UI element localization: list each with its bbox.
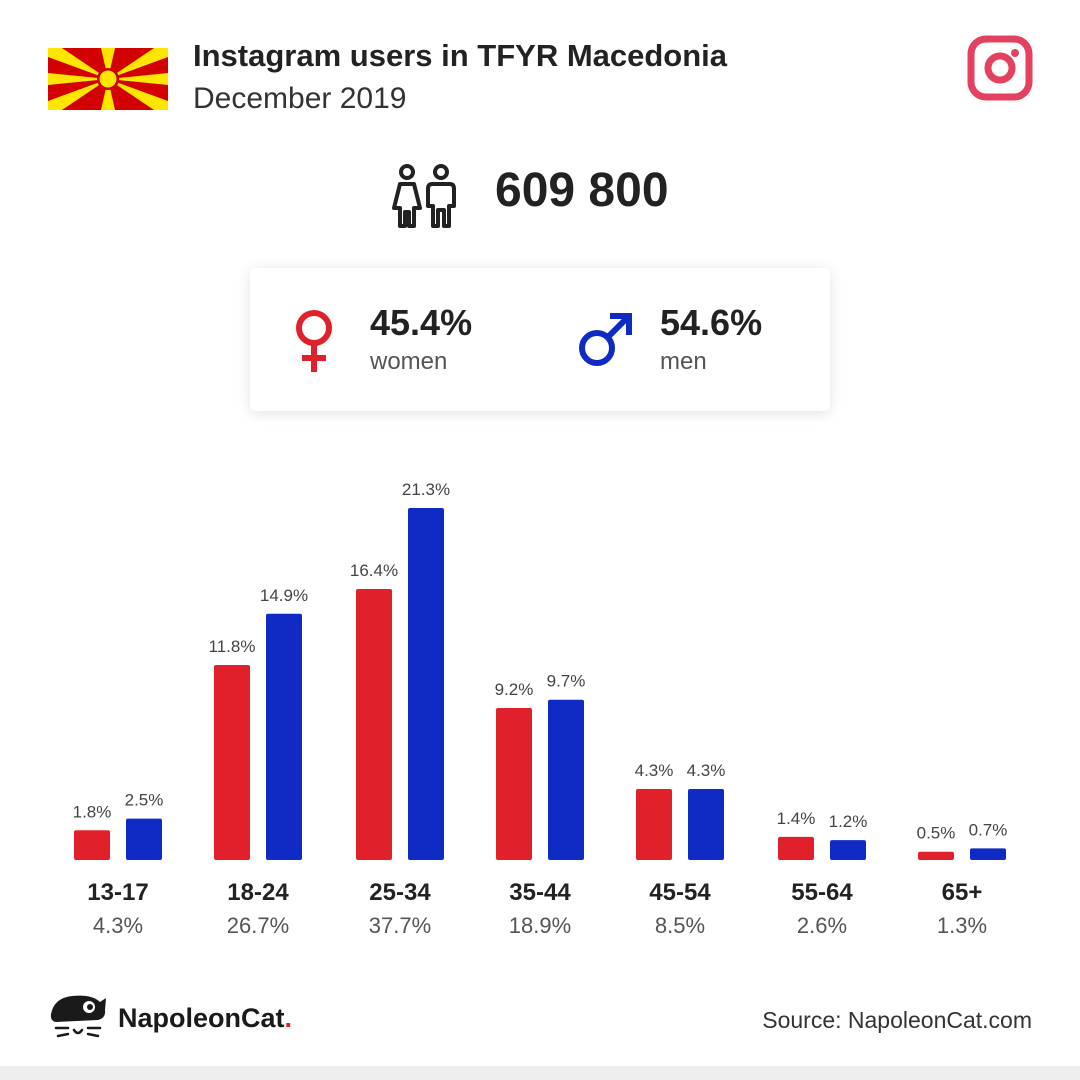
bar-women-55-64 [778, 836, 814, 860]
age-gender-chart: 1.8% 2.5% 13-17 4.3% 11.8% 14.9% 18-24 26.7% 16.… [73, 480, 1008, 938]
bar-label-men-65+: 0.7% [969, 820, 1008, 839]
brand-text: NapoleonCat [118, 1003, 285, 1033]
bar-label-women-45-54: 4.3% [635, 761, 674, 780]
napoleoncat-logo [50, 995, 106, 1038]
male-symbol-icon [579, 313, 632, 366]
bar-label-women-35-44: 9.2% [495, 680, 534, 699]
bar-label-women-25-34: 16.4% [350, 561, 398, 580]
total-users: 609 800 [495, 164, 669, 217]
bar-men-13-17 [126, 818, 162, 860]
bar-label-men-55-64: 1.2% [829, 812, 868, 831]
category-total-65+: 1.3% [937, 913, 987, 938]
bar-women-13-17 [74, 830, 110, 860]
bar-label-men-25-34: 21.3% [402, 480, 450, 499]
men-label: men [660, 348, 707, 375]
men-percentage: 54.6% [660, 302, 763, 343]
people-icon [392, 164, 456, 228]
category-label-45-54: 45-54 [649, 879, 711, 906]
category-total-18-24: 26.7% [227, 913, 289, 938]
macedonia-flag [48, 48, 168, 110]
category-label-35-44: 35-44 [509, 879, 571, 906]
bar-women-35-44 [496, 707, 532, 860]
bar-label-women-65+: 0.5% [917, 824, 956, 843]
bar-women-18-24 [214, 664, 250, 860]
page-subtitle: December 2019 [193, 82, 407, 115]
category-label-13-17: 13-17 [87, 879, 148, 906]
brand-name: NapoleonCat. [118, 1003, 292, 1034]
instagram-icon [967, 35, 1033, 101]
bar-label-women-55-64: 1.4% [777, 809, 816, 828]
bar-label-men-18-24: 14.9% [260, 586, 308, 605]
bar-label-women-18-24: 11.8% [209, 637, 256, 656]
bar-women-25-34 [356, 588, 392, 860]
footer-strip [0, 1066, 1080, 1080]
bar-men-35-44 [548, 699, 584, 860]
bar-label-men-45-54: 4.3% [687, 761, 726, 780]
category-label-25-34: 25-34 [369, 879, 431, 906]
page-title: Instagram users in TFYR Macedonia [193, 38, 728, 73]
female-symbol-icon [296, 310, 332, 372]
category-total-25-34: 37.7% [369, 913, 431, 938]
women-label: women [370, 348, 448, 375]
category-total-35-44: 18.9% [509, 913, 571, 938]
bar-men-65+ [970, 848, 1006, 860]
source-text: Source: NapoleonCat.com [762, 1007, 1032, 1033]
gender-card: 45.4% women 54.6% men [250, 268, 830, 411]
bar-men-45-54 [688, 788, 724, 860]
women-percentage: 45.4% [370, 302, 473, 343]
category-total-13-17: 4.3% [93, 913, 143, 938]
bar-label-women-13-17: 1.8% [73, 802, 112, 821]
bar-label-men-35-44: 9.7% [547, 672, 586, 691]
bar-men-25-34 [408, 508, 444, 860]
bar-men-18-24 [266, 613, 302, 860]
brand-dot: . [284, 1003, 293, 1033]
bar-women-65+ [918, 851, 954, 860]
category-total-55-64: 2.6% [797, 913, 847, 938]
category-label-55-64: 55-64 [791, 879, 853, 906]
bar-label-men-13-17: 2.5% [125, 791, 164, 810]
category-label-18-24: 18-24 [227, 879, 289, 906]
bar-women-45-54 [636, 788, 672, 860]
category-total-45-54: 8.5% [655, 913, 705, 938]
category-label-65+: 65+ [942, 879, 983, 906]
bar-men-55-64 [830, 840, 866, 860]
